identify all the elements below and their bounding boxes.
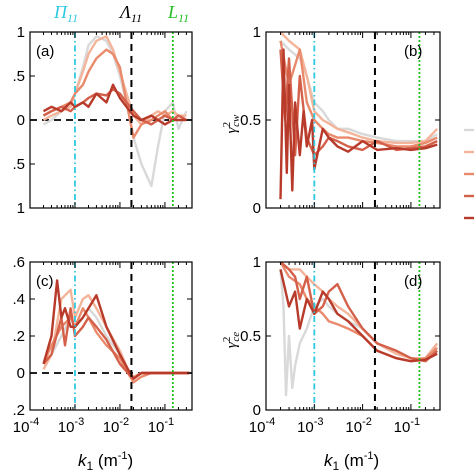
panel-b: 0 0.5 1 (b) γ2cw [221,24,441,217]
y-tick-label: 0.5 [240,112,261,129]
plot-area [30,32,192,208]
top-labels: Π11 Λ11 L11 [53,2,189,25]
y-axis-label: γ2cw [221,114,242,133]
x-tick-label: 10-4 [249,416,275,436]
series-line-5 [42,83,187,126]
series-line-3 [279,40,438,148]
panel-d: 0 0.5 1 10-4 10-3 10-2 10-1 (d) γ2ce [221,254,441,436]
y-tick-label: 0 [17,365,25,382]
x-tick-label: 10-1 [394,416,420,436]
lambda-marker-label: Λ11 [118,2,142,25]
y-tick-label: 0 [17,112,25,129]
x-tick-label: 10-2 [103,416,129,436]
x-tick-label: 10-1 [148,416,174,436]
x-axis-label-left: k1 (m-1) [78,450,133,473]
x-tick-label: 10-4 [13,416,39,436]
pi-marker-label: Π11 [53,2,78,25]
y-tick-label: 1 [253,24,261,41]
y-tick-label: 0 [253,402,261,419]
y-axis-label: γ2ce [221,332,242,348]
y-tick-label: .2 [12,402,25,419]
panel-label: (c) [36,273,54,290]
y-tick-label: .4 [12,291,25,308]
panel-c: .2 0 .2 .4 .6 10-4 10-3 10-2 10-1 (c) [12,254,193,436]
series-line-4 [279,262,438,363]
panel-a: 1 .5 0 .5 1 (a) [12,24,193,217]
series-line-5 [279,269,438,363]
legend [464,128,474,220]
y-tick-label: .5 [12,156,25,173]
series-line-3 [42,48,187,139]
x-tick-label: 10-3 [297,416,323,436]
series-line-5 [42,279,190,380]
panel-label: (d) [404,273,422,290]
x-tick-label: 10-2 [345,416,371,436]
x-axis-label-right: k1 (m-1) [324,450,379,473]
plot-area [30,262,192,410]
y-tick-label: 0.5 [240,328,261,345]
x-tick-label: 10-3 [58,416,84,436]
plot-area [279,262,439,410]
panels: 1.50.51(a)00.51(b)γ2cw.20.2.4.610-4 10-3 1… [12,24,441,436]
y-tick-label: 1 [17,200,25,217]
y-tick-label: .6 [12,254,25,271]
y-tick-label: 1 [253,254,261,271]
l-marker-label: L11 [167,2,189,25]
y-tick-label: .5 [12,68,25,85]
y-tick-label: 1 [17,24,25,41]
plot-area [279,32,439,208]
panel-label: (b) [404,43,422,60]
series-line-2 [42,288,190,378]
y-tick-label: 0 [253,200,261,217]
y-tick-label: .2 [12,328,25,345]
panel-label: (a) [36,43,54,60]
